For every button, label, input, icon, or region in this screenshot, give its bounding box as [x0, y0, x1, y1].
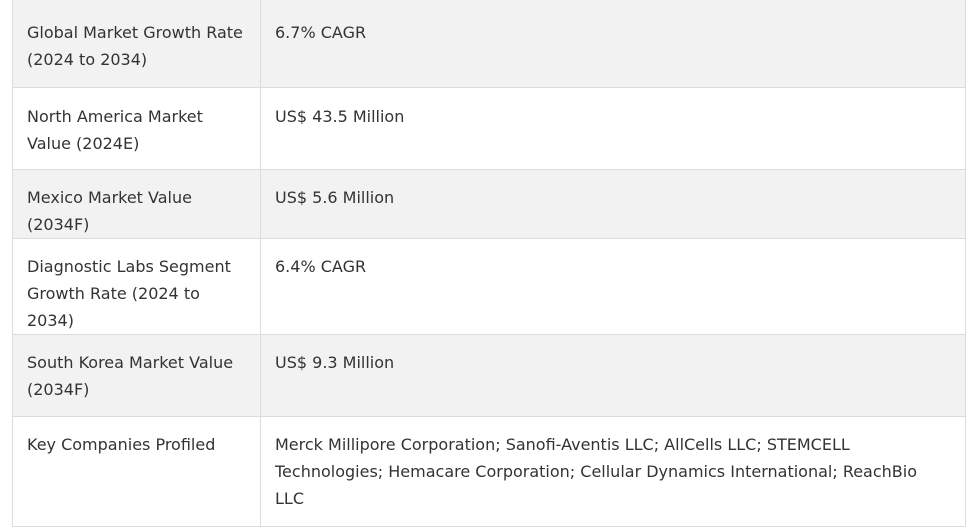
- row-value: US$ 9.3 Million: [260, 334, 966, 417]
- row-label: South Korea Market Value (2034F): [12, 334, 261, 417]
- table-row: Key Companies Profiled Merck Millipore C…: [12, 416, 966, 527]
- table-row: South Korea Market Value (2034F) US$ 9.3…: [12, 334, 966, 417]
- row-value: Merck Millipore Corporation; Sanofi-Aven…: [260, 416, 966, 527]
- row-label: Global Market Growth Rate (2024 to 2034): [12, 0, 261, 88]
- row-value: US$ 43.5 Million: [260, 87, 966, 170]
- row-label: Key Companies Profiled: [12, 416, 261, 527]
- row-value: US$ 5.6 Million: [260, 169, 966, 239]
- table-row: Global Market Growth Rate (2024 to 2034)…: [12, 0, 966, 88]
- row-value: 6.4% CAGR: [260, 238, 966, 335]
- row-label: North America Market Value (2024E): [12, 87, 261, 170]
- table-row: Mexico Market Value (2034F) US$ 5.6 Mill…: [12, 169, 966, 239]
- row-label: Mexico Market Value (2034F): [12, 169, 261, 239]
- scrollbar[interactable]: [967, 0, 974, 504]
- row-value: 6.7% CAGR: [260, 0, 966, 88]
- table-row: North America Market Value (2024E) US$ 4…: [12, 87, 966, 170]
- table-row: Diagnostic Labs Segment Growth Rate (202…: [12, 238, 966, 335]
- row-label: Diagnostic Labs Segment Growth Rate (202…: [12, 238, 261, 335]
- market-summary-table: Global Market Growth Rate (2024 to 2034)…: [12, 0, 966, 527]
